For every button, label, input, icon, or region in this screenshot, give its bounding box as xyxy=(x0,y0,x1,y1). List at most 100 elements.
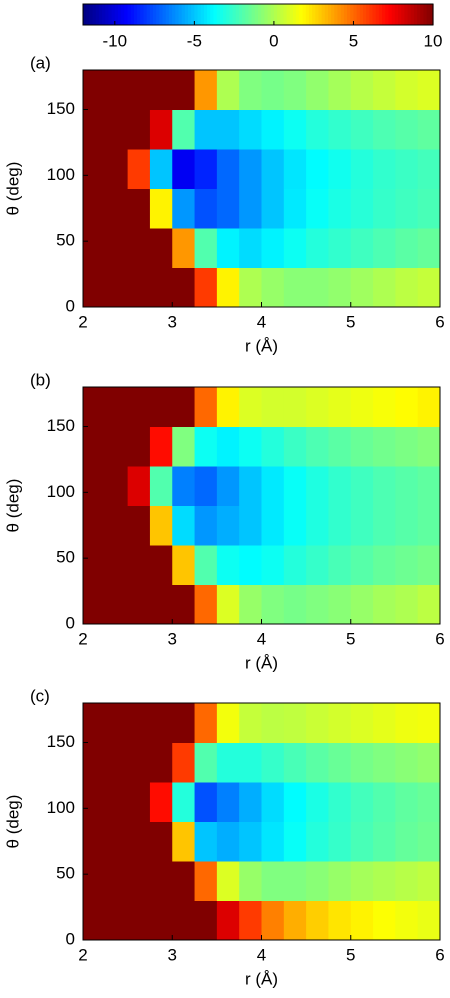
colorbar-tick-label: 0 xyxy=(269,31,278,50)
heatmap-cell xyxy=(149,545,173,585)
heatmap-cell xyxy=(216,109,240,150)
colorbar-swatch xyxy=(238,4,243,25)
heatmap-cell xyxy=(306,387,329,427)
heatmap-cell xyxy=(216,505,240,546)
heatmap-cell xyxy=(328,861,352,901)
heatmap-cell xyxy=(239,742,262,783)
heatmap-cell xyxy=(283,466,307,506)
colorbar-swatch xyxy=(328,4,332,25)
colorbar-swatch xyxy=(140,4,145,25)
heatmap-cell xyxy=(306,70,329,110)
x-tick-label: 4 xyxy=(257,312,266,331)
heatmap-cell xyxy=(306,267,329,307)
heatmap-cell xyxy=(395,188,419,229)
heatmap-cell xyxy=(216,545,240,585)
heatmap-cell xyxy=(283,505,307,546)
heatmap-cell xyxy=(149,584,173,624)
colorbar-swatch xyxy=(318,4,323,25)
heatmap-cell xyxy=(350,70,374,110)
x-tick-label: 5 xyxy=(346,945,355,964)
colorbar-swatch xyxy=(200,4,205,25)
heatmap-cell xyxy=(216,188,240,229)
heatmap-cell xyxy=(306,584,329,624)
heatmap-cell xyxy=(373,149,396,189)
heatmap-cell xyxy=(306,900,329,940)
heatmap-cell xyxy=(350,821,374,862)
colorbar-swatch xyxy=(213,4,218,25)
heatmap-cell xyxy=(216,782,240,822)
colorbar-swatch xyxy=(111,4,116,25)
heatmap-cell xyxy=(105,861,129,901)
heatmap-cell xyxy=(261,782,285,822)
heatmap-cell xyxy=(194,466,218,506)
colorbar-swatch xyxy=(293,4,297,25)
heatmap-cell xyxy=(373,782,396,822)
heatmap-cell xyxy=(328,703,352,743)
heatmap-cell xyxy=(261,742,285,783)
y-axis-label: θ (deg) xyxy=(3,162,22,216)
heatmap-cell xyxy=(216,426,240,467)
colorbar-swatch xyxy=(98,4,103,25)
heatmap-cell xyxy=(127,861,151,901)
heatmap-cell xyxy=(127,900,151,940)
heatmap-cell xyxy=(261,861,285,901)
heatmap-cell xyxy=(127,426,151,467)
heatmap-cell xyxy=(261,466,285,506)
heatmap-cell xyxy=(283,742,307,783)
heatmap-cell xyxy=(395,267,419,307)
heatmap-cell xyxy=(261,387,285,427)
colorbar-swatch xyxy=(302,4,307,25)
heatmap-cell xyxy=(395,149,419,189)
heatmap-cell xyxy=(283,228,307,268)
x-tick-label: 2 xyxy=(78,945,87,964)
heatmap-cell xyxy=(306,109,329,150)
heatmap-cell xyxy=(194,861,218,901)
colorbar-swatch xyxy=(359,4,364,25)
heatmap-cell xyxy=(328,782,352,822)
heatmap-cell xyxy=(395,545,419,585)
colorbar-swatch xyxy=(254,4,259,25)
heatmap-cell xyxy=(373,188,396,229)
colorbar-swatch xyxy=(232,4,237,25)
heatmap-cell xyxy=(350,109,374,150)
heatmap-cell xyxy=(417,109,440,150)
heatmap-cell xyxy=(83,70,106,110)
colorbar-swatch xyxy=(277,4,281,25)
heatmap-cell xyxy=(350,426,374,467)
heatmap-cell xyxy=(149,505,173,546)
colorbar-swatch xyxy=(114,4,119,25)
colorbar-swatch xyxy=(343,4,348,25)
heatmap-cell xyxy=(149,466,173,506)
x-tick-label: 6 xyxy=(435,629,444,648)
heatmap-cell xyxy=(283,703,307,743)
colorbar-swatch xyxy=(184,4,189,25)
heatmap-cell xyxy=(127,545,151,585)
heatmap-cell xyxy=(105,821,129,862)
heatmap-cell xyxy=(172,109,196,150)
colorbar-swatch xyxy=(391,4,396,25)
heatmap-cell xyxy=(149,703,173,743)
x-axis-label: r (Å) xyxy=(245,336,278,355)
y-tick-label: 0 xyxy=(66,929,75,948)
y-tick-label: 50 xyxy=(56,864,75,883)
heatmap-cell xyxy=(350,782,374,822)
colorbar-swatch xyxy=(305,4,310,25)
heatmap-cell xyxy=(417,782,440,822)
x-tick-label: 5 xyxy=(346,629,355,648)
colorbar-swatch xyxy=(226,4,230,25)
heatmap-cell xyxy=(127,109,151,150)
heatmap-cell xyxy=(216,267,240,307)
colorbar-swatch xyxy=(203,4,208,25)
heatmap-cell xyxy=(306,466,329,506)
colorbar-swatch xyxy=(258,4,262,25)
heatmap-cell xyxy=(350,267,374,307)
colorbar-swatch xyxy=(251,4,256,25)
heatmap-cell xyxy=(216,466,240,506)
heatmap-cell xyxy=(261,900,285,940)
colorbar-swatch xyxy=(382,4,386,25)
heatmap-cell xyxy=(328,505,352,546)
heatmap-cell xyxy=(417,426,440,467)
colorbar-swatch xyxy=(267,4,272,25)
heatmap-cell xyxy=(350,188,374,229)
colorbar-swatch xyxy=(229,4,234,25)
